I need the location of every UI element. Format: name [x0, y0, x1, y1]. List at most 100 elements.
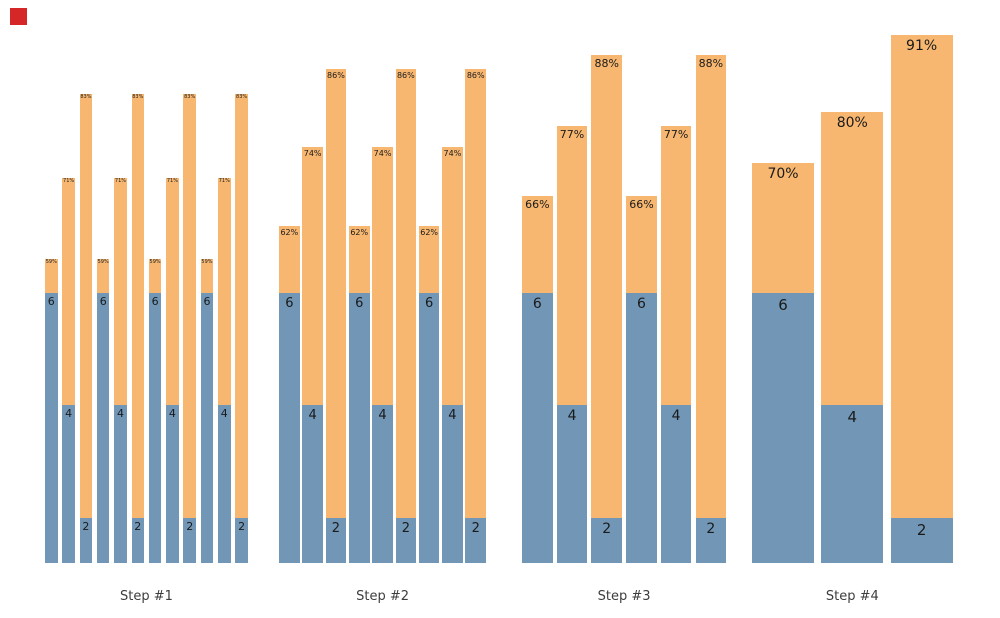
- bar-blue-segment: [79, 518, 93, 563]
- bar-pct-label: 74%: [443, 149, 462, 158]
- bar-blue-segment: [418, 293, 440, 563]
- bar-blue-segment: [372, 405, 393, 563]
- group-label: Step #2: [356, 589, 409, 604]
- bar-orange-segment: [302, 147, 323, 405]
- bar-value-label: 6: [99, 295, 107, 308]
- bar-pct-label: 71%: [114, 178, 127, 184]
- bar-pct-label: 88%: [698, 57, 724, 70]
- bar-value-label: 4: [671, 408, 681, 424]
- bar-orange-segment: [890, 35, 953, 518]
- bar-value-label: 6: [778, 296, 788, 314]
- bar-blue-segment: [660, 405, 692, 563]
- bar-pct-label: 62%: [420, 228, 439, 237]
- bar-pct-label: 70%: [767, 166, 799, 182]
- bar-pct-label: 59%: [149, 259, 161, 265]
- group-label: Step #3: [597, 589, 651, 604]
- bar-blue-segment: [302, 405, 323, 563]
- bar-pct-label: 74%: [373, 149, 392, 158]
- bar-blue-segment: [45, 293, 58, 563]
- bar-value-label: 6: [636, 296, 646, 312]
- bar-blue-segment: [62, 405, 75, 563]
- bar-value-label: 6: [285, 296, 294, 311]
- bar-pct-label: 59%: [45, 259, 57, 265]
- bar-orange-segment: [522, 196, 553, 293]
- bar-blue-segment: [395, 518, 417, 563]
- bar-orange-segment: [148, 259, 162, 293]
- bar-orange-segment: [348, 226, 370, 293]
- bar-value-label: 2: [602, 521, 612, 537]
- bar-value-label: 4: [116, 407, 124, 420]
- bar-pct-label: 77%: [559, 128, 585, 141]
- bar-orange-segment: [752, 163, 814, 293]
- bar-blue-segment: [235, 518, 248, 563]
- bar-orange-segment: [183, 94, 196, 518]
- bar-orange-segment: [626, 196, 657, 293]
- bar-orange-segment: [79, 94, 93, 518]
- bar-orange-segment: [325, 69, 347, 518]
- bar-orange-segment: [465, 69, 487, 518]
- bar-orange-segment: [45, 259, 58, 293]
- bar-pct-label: 59%: [201, 259, 213, 265]
- bar-value-label: 4: [220, 407, 228, 420]
- bar-pct-label: 86%: [396, 71, 415, 80]
- bar-pct-label: 86%: [466, 71, 485, 80]
- bar-blue-segment: [522, 293, 553, 563]
- bar-orange-segment: [442, 147, 463, 405]
- bar-value-label: 2: [706, 521, 716, 537]
- bar-blue-segment: [166, 405, 179, 563]
- bar-pct-label: 71%: [218, 178, 230, 184]
- bar-blue-segment: [348, 293, 370, 563]
- bar-pct-label: 83%: [236, 94, 248, 100]
- bar-orange-segment: [279, 226, 300, 293]
- bar-orange-segment: [695, 55, 727, 518]
- bar-blue-segment: [465, 518, 487, 563]
- bar-pct-label: 83%: [184, 94, 196, 100]
- bar-blue-segment: [114, 405, 127, 563]
- bar-orange-segment: [660, 126, 692, 405]
- bar-blue-segment: [325, 518, 347, 563]
- bar-blue-segment: [821, 405, 884, 563]
- bar-orange-segment: [218, 178, 231, 405]
- bar-value-label: 4: [847, 408, 858, 426]
- bar-pct-label: 59%: [97, 259, 109, 265]
- bar-pct-label: 77%: [663, 128, 689, 141]
- bar-pct-label: 88%: [594, 57, 619, 70]
- bar-orange-segment: [131, 94, 145, 518]
- bar-blue-segment: [183, 518, 196, 563]
- bar-orange-segment: [114, 178, 127, 405]
- bar-orange-segment: [591, 55, 623, 518]
- bar-orange-segment: [418, 226, 440, 293]
- bar-blue-segment: [695, 518, 727, 563]
- bar-value-label: 4: [567, 408, 577, 424]
- bar-pct-label: 86%: [327, 71, 345, 80]
- bar-pct-label: 71%: [166, 178, 178, 184]
- bar-value-label: 6: [355, 296, 364, 311]
- bar-blue-segment: [279, 293, 300, 563]
- bar-pct-label: 66%: [629, 198, 654, 211]
- bar-orange-segment: [372, 147, 393, 405]
- bar-blue-segment: [591, 518, 623, 563]
- bar-orange-segment: [556, 126, 588, 405]
- bar-value-label: 4: [378, 408, 387, 423]
- bar-blue-segment: [752, 293, 814, 563]
- bar-value-label: 2: [331, 521, 341, 536]
- bar-value-label: 6: [425, 296, 434, 311]
- bar-value-label: 2: [238, 520, 246, 533]
- bar-value-label: 4: [448, 408, 457, 423]
- bar-pct-label: 71%: [63, 178, 75, 184]
- bar-orange-segment: [821, 112, 884, 405]
- bar-blue-segment: [442, 405, 463, 563]
- bar-blue-segment: [626, 293, 657, 563]
- bar-orange-segment: [62, 178, 75, 405]
- bar-blue-segment: [890, 518, 953, 563]
- bar-orange-segment: [235, 94, 248, 518]
- bar-value-label: 4: [168, 407, 176, 420]
- bar-value-label: 2: [186, 520, 194, 533]
- bar-blue-segment: [200, 293, 214, 563]
- bar-blue-segment: [148, 293, 162, 563]
- bar-value-label: 6: [47, 295, 55, 308]
- bar-orange-segment: [96, 259, 110, 293]
- bar-pct-label: 74%: [303, 149, 322, 158]
- bar-pct-label: 91%: [906, 38, 938, 54]
